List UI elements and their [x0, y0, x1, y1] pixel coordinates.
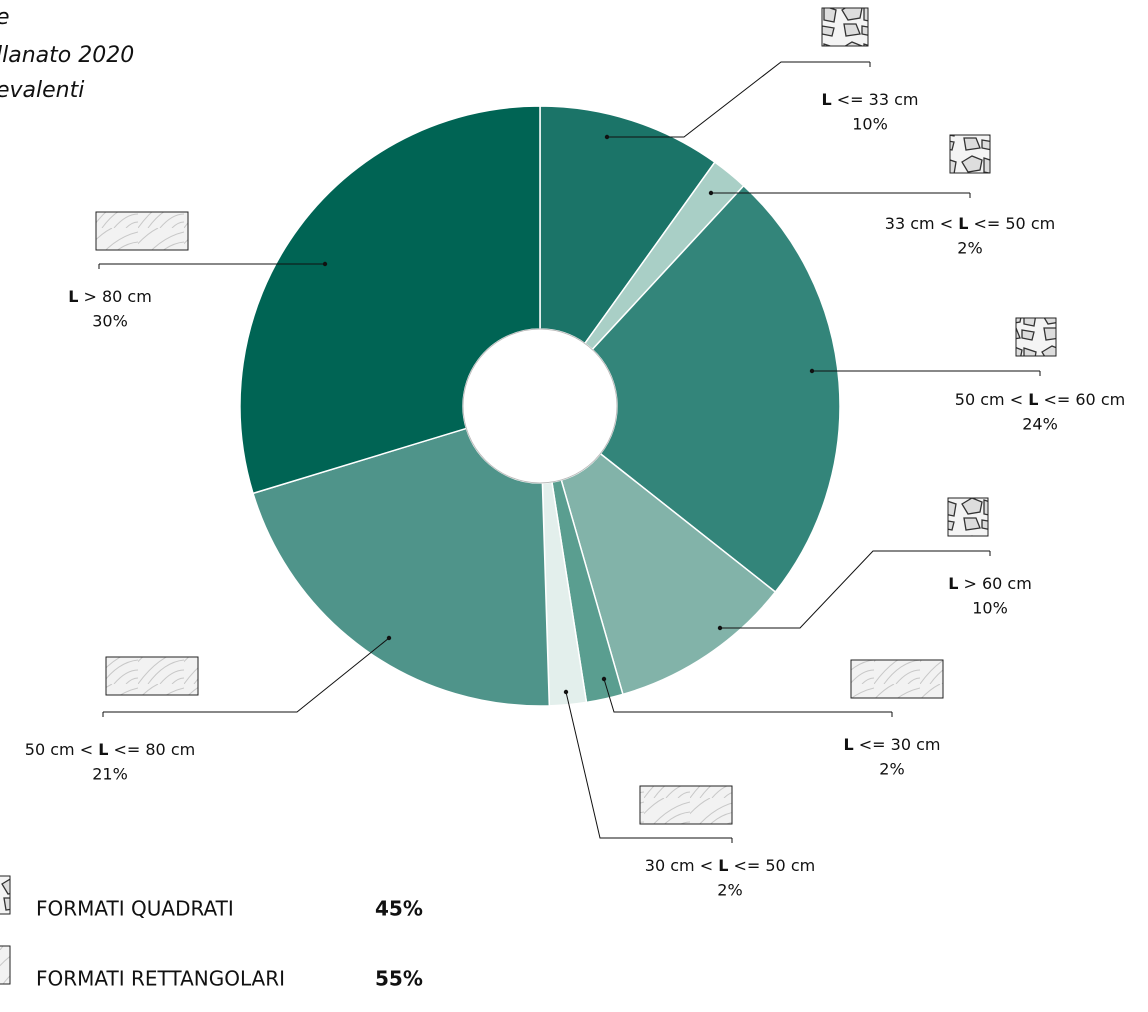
legend-value: 45%: [375, 897, 423, 921]
title-line: evalenti: [0, 78, 84, 103]
slice-label: 33 cm < L <= 50 cm: [885, 214, 1055, 233]
format-icon: [105, 656, 199, 696]
slice-value-label: 24%: [1022, 415, 1058, 434]
leader-line: [103, 637, 390, 713]
slice-label: L > 60 cm: [948, 574, 1032, 593]
leader-dot: [717, 625, 723, 631]
title-line: e: [0, 5, 10, 30]
leader-dot: [563, 689, 569, 695]
leader-dot: [604, 134, 610, 140]
legend-label: FORMATI QUADRATI: [36, 897, 234, 921]
slice-value-label: 10%: [852, 115, 888, 134]
format-icon: [1015, 317, 1057, 357]
legend-icon: [0, 945, 11, 985]
legend-icon: [0, 875, 11, 915]
slice-label: 30 cm < L <= 50 cm: [645, 856, 815, 875]
format-icon: [821, 7, 869, 47]
donut-hole: [462, 328, 618, 484]
slice-value-label: 10%: [972, 599, 1008, 618]
leader-line: [603, 678, 892, 713]
leader-dot: [809, 368, 815, 374]
format-icon: [949, 134, 991, 174]
slice-value-label: 30%: [92, 312, 128, 331]
format-icon: [95, 211, 189, 251]
leader-dot: [386, 635, 392, 641]
title-line: llanato 2020: [0, 43, 134, 68]
slice-label: 50 cm < L <= 60 cm: [955, 390, 1125, 409]
slice-value-label: 2%: [879, 760, 904, 779]
format-icon: [947, 497, 989, 537]
legend-value: 55%: [375, 967, 423, 991]
slice-value-label: 21%: [92, 765, 128, 784]
format-icon: [850, 659, 944, 699]
format-icon: [639, 785, 733, 825]
slice-value-label: 2%: [957, 239, 982, 258]
leader-dot: [708, 190, 714, 196]
slice-label: L > 80 cm: [68, 287, 152, 306]
slice-value-label: 2%: [717, 881, 742, 900]
slice-label: L <= 33 cm: [821, 90, 918, 109]
slice-label: L <= 30 cm: [843, 735, 940, 754]
leader-dot: [322, 261, 328, 267]
leader-line: [565, 691, 732, 839]
slice-label: 50 cm < L <= 80 cm: [25, 740, 195, 759]
leader-line: [720, 550, 990, 629]
leader-dot: [601, 676, 607, 682]
leader-line: [607, 61, 870, 138]
legend-label: FORMATI RETTANGOLARI: [36, 967, 285, 991]
